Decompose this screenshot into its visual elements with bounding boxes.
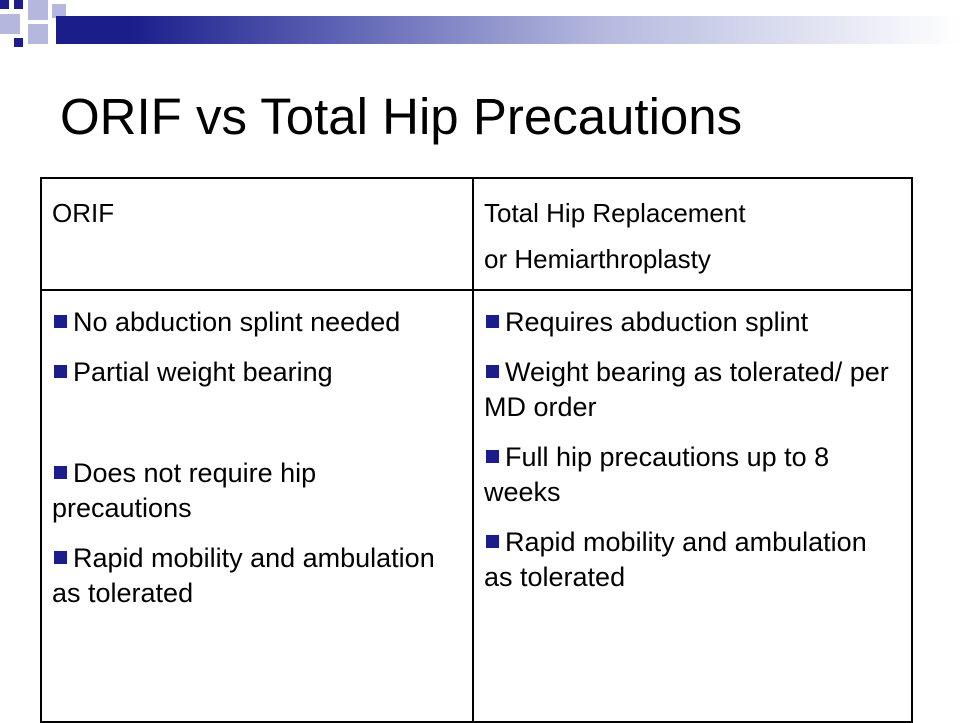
- corner-square-2: [14, 0, 23, 9]
- total-hip-bullet-3: Full hip precautions up to 8 weeks: [484, 440, 901, 510]
- orif-bullet-1: No abduction splint needed: [52, 305, 462, 340]
- header-gradient-bar: [56, 16, 960, 44]
- orif-bullet-4: Rapid mobility and ambulation as tolerat…: [52, 541, 462, 611]
- corner-square-5: [28, 24, 48, 44]
- total-hip-bullet-2: Weight bearing as tolerated/ per MD orde…: [484, 355, 901, 425]
- total-hip-bullet-4: Rapid mobility and ambulation as tolerat…: [484, 525, 901, 595]
- table-header-row: ORIF Total Hip Replacement or Hemiarthro…: [40, 177, 913, 291]
- header-cell-total-hip: Total Hip Replacement or Hemiarthroplast…: [472, 177, 913, 291]
- header-label-total-hip-line2: or Hemiarthroplasty: [484, 244, 711, 274]
- header-cell-orif: ORIF: [40, 177, 474, 291]
- corner-square-6: [14, 38, 23, 47]
- slide-title: ORIF vs Total Hip Precautions: [60, 88, 743, 145]
- corner-square-1: [0, 0, 9, 9]
- orif-bullet-2: Partial weight bearing: [52, 355, 462, 390]
- comparison-table: ORIF Total Hip Replacement or Hemiarthro…: [40, 177, 913, 723]
- total-hip-bullet-1: Requires abduction splint: [484, 305, 901, 340]
- orif-bullet-3: Does not require hip precautions: [52, 456, 462, 526]
- orif-bullet-list: No abduction splint needed Partial weigh…: [52, 305, 462, 611]
- corner-square-7: [52, 4, 66, 18]
- corner-square-3: [28, 0, 48, 20]
- header-label-total-hip-line1: Total Hip Replacement: [484, 198, 746, 228]
- header-label-orif: ORIF: [52, 198, 115, 228]
- total-hip-bullet-list: Requires abduction splint Weight bearing…: [484, 305, 901, 595]
- orif-precautions-cell: No abduction splint needed Partial weigh…: [40, 289, 474, 723]
- corner-square-4: [0, 14, 20, 34]
- total-hip-precautions-cell: Requires abduction splint Weight bearing…: [472, 289, 913, 723]
- table-body-row: No abduction splint needed Partial weigh…: [40, 289, 913, 723]
